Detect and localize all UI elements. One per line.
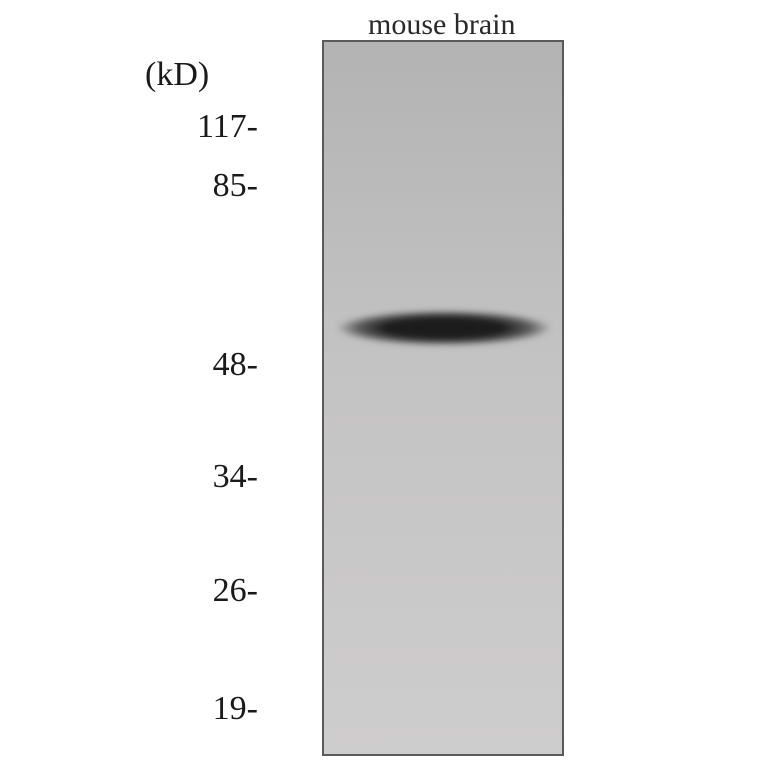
mw-marker: 19- bbox=[138, 690, 258, 728]
figure-container: mouse brain (kD) 117- 85- 48- 34- 26- 19- bbox=[0, 0, 764, 764]
mw-marker: 48- bbox=[138, 346, 258, 384]
mw-marker: 26- bbox=[138, 572, 258, 610]
lane-label: mouse brain bbox=[368, 8, 515, 42]
mw-marker: 34- bbox=[138, 458, 258, 496]
blot-lane bbox=[322, 40, 564, 756]
unit-label: (kD) bbox=[145, 56, 209, 94]
protein-band bbox=[336, 310, 552, 346]
mw-marker: 117- bbox=[138, 108, 258, 146]
mw-marker: 85- bbox=[138, 167, 258, 205]
